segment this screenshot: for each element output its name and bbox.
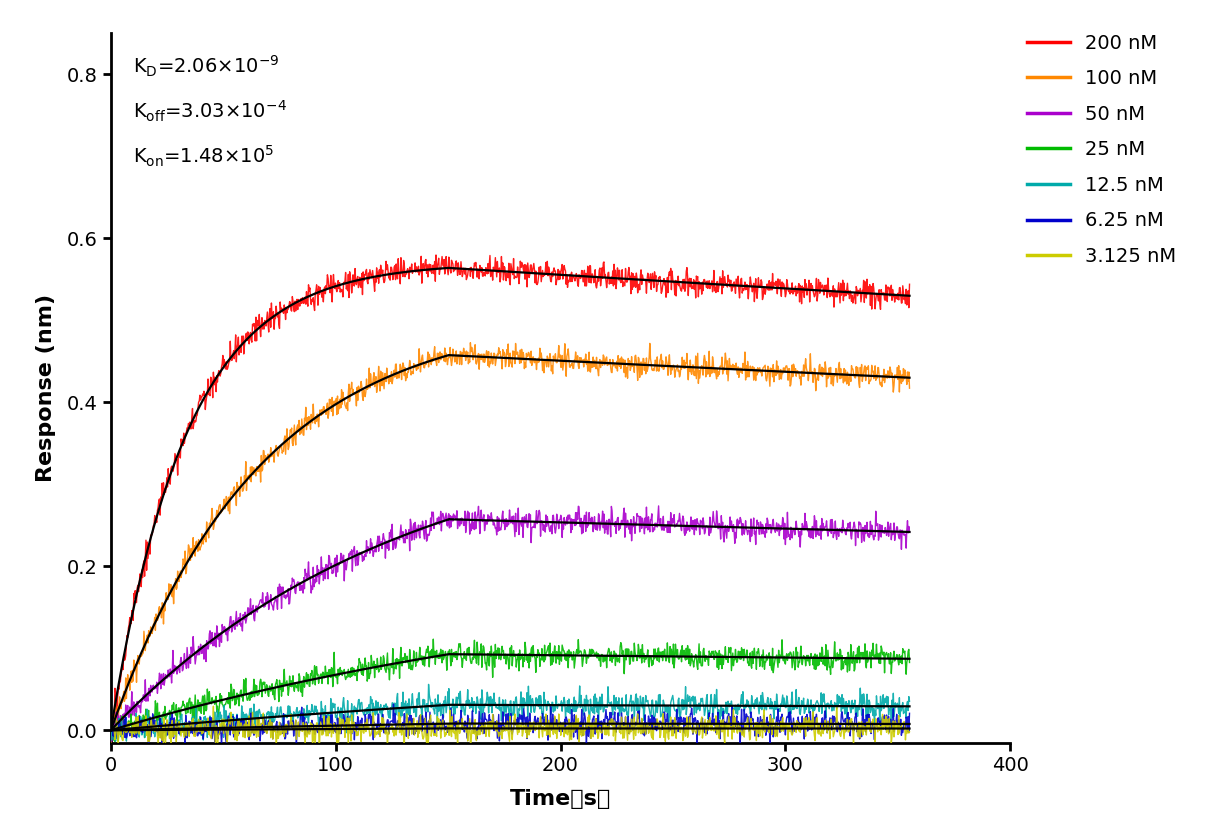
X-axis label: Time（s）: Time（s） (510, 789, 611, 808)
Text: K$_\mathregular{D}$=2.06×10$^{-9}$
K$_\mathregular{off}$=3.03×10$^{-4}$
K$_\math: K$_\mathregular{D}$=2.06×10$^{-9}$ K$_\m… (133, 54, 287, 169)
Legend: 200 nM, 100 nM, 50 nM, 25 nM, 12.5 nM, 6.25 nM, 3.125 nM: 200 nM, 100 nM, 50 nM, 25 nM, 12.5 nM, 6… (1019, 26, 1184, 274)
Y-axis label: Response (nm): Response (nm) (36, 294, 55, 482)
